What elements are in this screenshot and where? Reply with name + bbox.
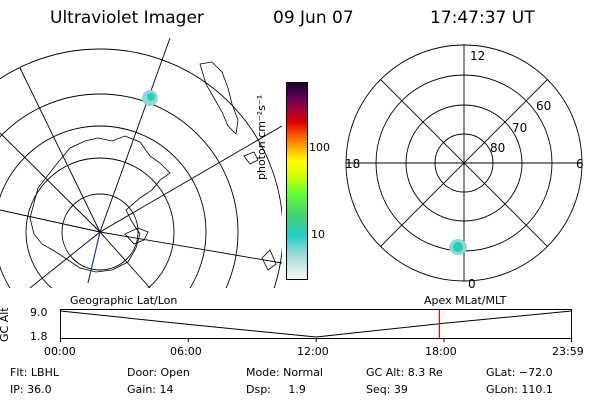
- aurora-center: [149, 95, 153, 99]
- landmass-coastline: [199, 61, 239, 135]
- timeline-right-title: Apex MLat/MLT: [424, 294, 507, 307]
- lat-ring: [0, 93, 239, 288]
- info-mode: Mode: Normal: [246, 366, 323, 379]
- colorbar-label: photon cm⁻²s⁻¹: [255, 94, 268, 180]
- meridian: [99, 231, 282, 264]
- lat-ring: [61, 193, 139, 271]
- info-door: Door: Open: [127, 366, 190, 379]
- altitude-timeline: [60, 309, 572, 342]
- meridian: [0, 132, 101, 233]
- info-gain: Gain: 14: [127, 383, 174, 396]
- colorbar-tick-10: 10: [311, 228, 325, 241]
- lat-label-60: 60: [536, 99, 551, 113]
- app-title: Ultraviolet Imager: [50, 8, 204, 28]
- lat-ring: [0, 125, 207, 288]
- meridian: [0, 209, 101, 233]
- mlt-label-6: 6: [576, 157, 584, 171]
- info-dsp: Dsp: 1.9: [246, 383, 306, 396]
- info-ip: IP: 36.0: [10, 383, 52, 396]
- polar-diagonal: [380, 79, 548, 247]
- polar-plot: 12 18 6 0 60 70 80: [345, 44, 584, 290]
- peninsula-coastline: [124, 227, 149, 245]
- timeline-ytick-min: 1.8: [30, 330, 48, 343]
- timeline-frame: [60, 309, 572, 339]
- header-time: 17:47:37 UT: [430, 8, 535, 28]
- timeline-xtick-2359: 23:59: [552, 345, 584, 358]
- timeline-xtick-1200: 12:00: [297, 345, 329, 358]
- meridian: [99, 125, 282, 233]
- satellite-track: [87, 231, 101, 284]
- colorbar: [286, 82, 308, 280]
- landmass-coastline: [261, 249, 277, 271]
- altitude-line: [60, 310, 572, 338]
- geographic-map: [0, 38, 282, 288]
- info-glat: GLat: −72.0: [486, 366, 553, 379]
- meridian: [99, 231, 151, 288]
- landmass-coastline: [243, 151, 259, 165]
- info-gc-alt: GC Alt: 8.3 Re: [366, 366, 443, 379]
- mlt-label-0: 0: [468, 277, 476, 290]
- meridian: [19, 67, 101, 233]
- info-seq: Seq: 39: [366, 383, 408, 396]
- timeline-ytick-max: 9.0: [30, 306, 48, 319]
- info-filter: Flt: LBHL: [10, 366, 59, 379]
- info-glon: GLon: 110.1: [486, 383, 553, 396]
- timeline-xtick-0600: 06:00: [170, 345, 202, 358]
- lat-label-80: 80: [490, 141, 505, 155]
- timeline-left-title: Geographic Lat/Lon: [70, 294, 178, 307]
- lat-label-70: 70: [512, 121, 527, 135]
- mlt-label-18: 18: [345, 157, 360, 171]
- antarctica-coastline: [29, 135, 171, 273]
- timeline-ylabel: GC Alt: [0, 307, 11, 342]
- polar-aurora-center: [457, 246, 461, 250]
- timeline-xtick-0000: 00:00: [44, 345, 76, 358]
- header-date: 09 Jun 07: [273, 8, 354, 28]
- meridian: [29, 231, 101, 288]
- timeline-xtick-1800: 18:00: [425, 345, 457, 358]
- lat-ring: [25, 157, 175, 288]
- colorbar-tick-100: 100: [309, 141, 330, 154]
- map-horizon: [0, 48, 282, 288]
- meridian: [99, 38, 171, 233]
- mlt-label-12: 12: [470, 49, 485, 63]
